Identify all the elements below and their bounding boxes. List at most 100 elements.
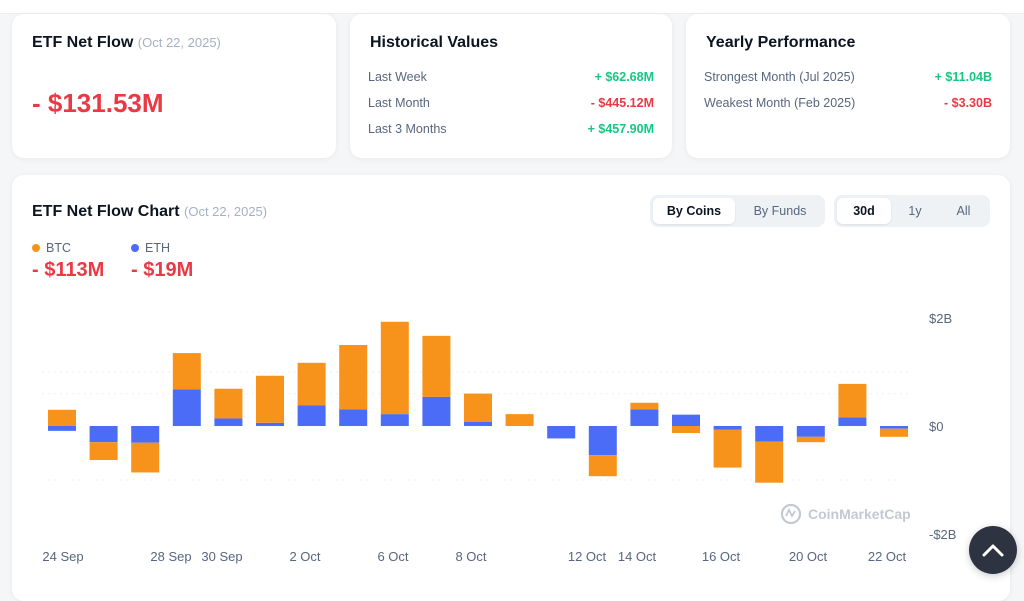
legend-eth-value: - $19M [131, 259, 194, 281]
net-flow-value: - $131.53M [32, 88, 164, 118]
yearly-row-value: + $11.04B [934, 70, 992, 84]
x-tick-label: 14 Oct [618, 549, 657, 564]
eth-bar[interactable] [297, 405, 326, 426]
btc-bar[interactable] [297, 362, 326, 406]
btc-bar[interactable] [422, 335, 451, 397]
chart-title: ETF Net Flow Chart (Oct 22, 2025) [32, 203, 267, 221]
eth-bar[interactable] [796, 426, 825, 437]
coinmarketcap-watermark: CoinMarketCap [780, 503, 911, 525]
btc-bar[interactable] [89, 442, 118, 461]
cmc-logo-icon [780, 503, 802, 525]
by-funds-button[interactable]: By Funds [753, 204, 807, 218]
btc-bar[interactable] [672, 426, 700, 434]
btc-bar[interactable] [464, 393, 492, 422]
x-tick-label: 22 Oct [868, 549, 907, 564]
eth-bar[interactable] [755, 426, 784, 442]
top-header-strip [0, 0, 1024, 14]
btc-bar[interactable] [214, 388, 243, 419]
eth-bar[interactable] [838, 417, 867, 426]
eth-bar[interactable] [630, 409, 659, 426]
eth-bar[interactable] [713, 426, 742, 430]
btc-bar[interactable] [588, 455, 617, 477]
historical-row: Last Week + $62.68M [368, 70, 654, 88]
net-flow-bar-chart: $2B $0 -$2B 24 Sep 28 Sep 30 Sep 2 Oct 6 Oct 8 … [42, 311, 956, 564]
legend-btc[interactable]: BTC [32, 241, 71, 255]
chevron-up-icon [982, 544, 1004, 557]
y-axis-ticks: $2B $0 -$2B [929, 311, 956, 542]
btc-bar[interactable] [630, 402, 659, 410]
btc-dot-icon [32, 244, 40, 252]
historical-row: Last Month - $445.12M [368, 96, 654, 114]
y-tick-label: $0 [929, 419, 943, 434]
scroll-to-top-button[interactable] [969, 526, 1017, 574]
yearly-title: Yearly Performance [706, 34, 856, 51]
range-1y-button[interactable]: 1y [908, 204, 922, 218]
eth-bar[interactable] [588, 426, 617, 456]
historical-values-card: Historical Values Last Week + $62.68M La… [350, 14, 672, 158]
eth-bar[interactable] [48, 426, 76, 431]
eth-bar[interactable] [422, 396, 451, 426]
historical-row-value: + $457.90M [587, 122, 654, 136]
btc-bar[interactable] [880, 428, 908, 437]
eth-dot-icon [131, 244, 139, 252]
eth-bar[interactable] [672, 414, 700, 426]
eth-bar[interactable] [256, 422, 284, 426]
yearly-row-value: - $3.30B [944, 96, 992, 110]
by-coins-button[interactable]: By Coins [653, 198, 735, 224]
historical-row: Last 3 Months + $457.90M [368, 122, 654, 140]
legend-btc-value: - $113M [32, 259, 105, 281]
range-all-button[interactable]: All [956, 204, 971, 218]
eth-bar[interactable] [380, 414, 409, 426]
cmc-logo-mark [785, 507, 796, 518]
x-tick-label: 12 Oct [568, 549, 607, 564]
x-tick-label: 6 Oct [377, 549, 408, 564]
net-flow-title-text: ETF Net Flow [32, 34, 134, 51]
watermark-text: CoinMarketCap [808, 506, 911, 522]
x-tick-label: 28 Sep [150, 549, 191, 564]
chart-title-text: ETF Net Flow Chart [32, 203, 180, 220]
eth-bar[interactable] [339, 409, 368, 426]
legend-eth[interactable]: ETH [131, 241, 170, 255]
historical-row-label: Last 3 Months [368, 122, 447, 136]
btc-bar[interactable] [380, 321, 409, 415]
x-tick-label: 20 Oct [789, 549, 828, 564]
y-tick-label: -$2B [929, 527, 956, 542]
eth-bar[interactable] [172, 389, 201, 426]
eth-bar[interactable] [214, 418, 243, 426]
range-toggle: 30d 1y All [834, 195, 990, 227]
chart-date: (Oct 22, 2025) [184, 204, 268, 219]
eth-bar[interactable] [464, 421, 492, 426]
btc-bar[interactable] [256, 375, 284, 423]
net-flow-title: ETF Net Flow (Oct 22, 2025) [32, 34, 221, 52]
net-flow-date: (Oct 22, 2025) [137, 35, 221, 50]
historical-row-value: - $445.12M [590, 96, 654, 110]
eth-bar[interactable] [131, 426, 160, 443]
x-axis-ticks: 24 Sep 28 Sep 30 Sep 2 Oct 6 Oct 8 Oct 12 Oct 1… [42, 549, 906, 564]
eth-bar[interactable] [89, 426, 118, 443]
eth-bar[interactable] [547, 426, 576, 439]
yearly-row: Weakest Month (Feb 2025) - $3.30B [704, 96, 992, 114]
btc-bar[interactable] [505, 414, 534, 426]
btc-bar[interactable] [131, 442, 160, 473]
btc-bar[interactable] [48, 409, 76, 426]
yearly-row: Strongest Month (Jul 2025) + $11.04B [704, 70, 992, 88]
yearly-row-label: Strongest Month (Jul 2025) [704, 70, 855, 84]
yearly-performance-card: Yearly Performance Strongest Month (Jul … [686, 14, 1010, 158]
btc-bar[interactable] [713, 429, 742, 468]
range-30d-button[interactable]: 30d [837, 198, 891, 224]
historical-title: Historical Values [370, 34, 499, 51]
x-tick-label: 8 Oct [455, 549, 486, 564]
btc-bar[interactable] [339, 345, 368, 410]
eth-bar[interactable] [880, 426, 908, 429]
btc-bar[interactable] [796, 436, 825, 443]
btc-bar[interactable] [755, 441, 784, 483]
btc-bar[interactable] [838, 383, 867, 418]
historical-row-label: Last Week [368, 70, 427, 84]
historical-row-value: + $62.68M [594, 70, 654, 84]
bars [48, 321, 908, 483]
legend-eth-label: ETH [145, 241, 170, 255]
btc-bar[interactable] [172, 353, 201, 390]
legend-btc-label: BTC [46, 241, 71, 255]
historical-row-label: Last Month [368, 96, 430, 110]
etf-net-flow-chart-card: ETF Net Flow Chart (Oct 22, 2025) By Coi… [12, 175, 1010, 601]
